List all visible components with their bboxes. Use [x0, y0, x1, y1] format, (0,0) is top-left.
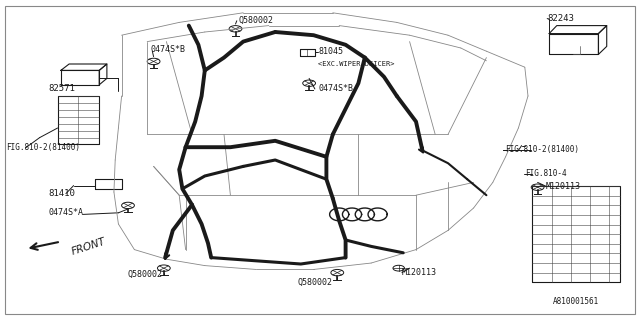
- Text: FIG.810-4: FIG.810-4: [525, 169, 566, 178]
- Text: 0474S*B: 0474S*B: [318, 84, 353, 92]
- Text: M120113: M120113: [402, 268, 437, 277]
- Text: 0474S*A: 0474S*A: [49, 208, 84, 217]
- Text: 82571: 82571: [48, 84, 75, 92]
- Text: Q580002: Q580002: [128, 270, 163, 279]
- Text: 82243: 82243: [547, 14, 574, 23]
- Text: M120113: M120113: [546, 182, 581, 191]
- Text: A810001561: A810001561: [553, 297, 599, 306]
- Text: 81045: 81045: [318, 47, 343, 56]
- Text: 81410: 81410: [49, 189, 76, 198]
- Text: <EXC.WIPER DEICER>: <EXC.WIPER DEICER>: [318, 61, 395, 67]
- Text: FRONT: FRONT: [70, 237, 108, 257]
- Text: Q580002: Q580002: [238, 16, 273, 25]
- Text: FIG.810-2(81400): FIG.810-2(81400): [6, 143, 81, 152]
- Text: Q580002: Q580002: [298, 278, 333, 287]
- Text: FIG.810-2(81400): FIG.810-2(81400): [506, 145, 580, 154]
- Text: 0474S*B: 0474S*B: [150, 45, 186, 54]
